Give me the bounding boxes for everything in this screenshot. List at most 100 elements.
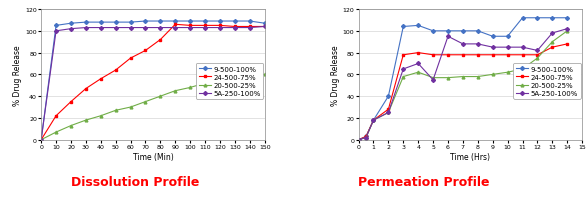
24-500-75% [519, 54, 526, 57]
20-500-25% [459, 76, 466, 78]
5A-250-100% [82, 27, 89, 30]
9-500-100% [445, 30, 452, 33]
9-500-100% [459, 30, 466, 33]
X-axis label: Time (Hrs): Time (Hrs) [450, 152, 490, 161]
20-500-25% [445, 77, 452, 79]
24-500-75% [52, 115, 59, 117]
24-500-75% [82, 88, 89, 90]
20-500-25% [246, 75, 253, 77]
24-500-75% [157, 39, 164, 42]
5A-250-100% [430, 79, 437, 82]
9-500-100% [261, 23, 268, 25]
9-500-100% [363, 136, 370, 138]
24-500-75% [97, 78, 104, 81]
20-500-25% [430, 77, 437, 79]
Legend: 9-500-100%, 24-500-75%, 20-500-25%, 5A-250-100%: 9-500-100%, 24-500-75%, 20-500-25%, 5A-2… [196, 64, 263, 99]
20-500-25% [504, 72, 511, 74]
Line: 5A-250-100%: 5A-250-100% [40, 26, 266, 141]
5A-250-100% [172, 27, 179, 30]
5A-250-100% [459, 43, 466, 46]
24-500-75% [142, 50, 149, 52]
Text: Permeation Profile: Permeation Profile [358, 175, 489, 188]
20-500-25% [38, 139, 45, 141]
5A-250-100% [52, 30, 59, 33]
Line: 24-500-75%: 24-500-75% [40, 24, 266, 141]
24-500-75% [415, 52, 422, 55]
5A-250-100% [246, 27, 253, 30]
5A-250-100% [363, 137, 370, 139]
9-500-100% [549, 17, 556, 20]
24-500-75% [186, 25, 193, 27]
9-500-100% [246, 21, 253, 23]
20-500-25% [97, 115, 104, 117]
9-500-100% [186, 21, 193, 23]
24-500-75% [534, 54, 541, 57]
9-500-100% [534, 17, 541, 20]
9-500-100% [355, 139, 362, 141]
20-500-25% [112, 110, 119, 112]
9-500-100% [475, 30, 482, 33]
5A-250-100% [142, 27, 149, 30]
Line: 9-500-100%: 9-500-100% [40, 21, 266, 141]
9-500-100% [370, 119, 377, 122]
24-500-75% [216, 25, 223, 27]
5A-250-100% [534, 50, 541, 52]
24-500-75% [385, 108, 392, 111]
5A-250-100% [415, 63, 422, 65]
20-500-25% [370, 119, 377, 122]
20-500-25% [68, 125, 75, 127]
20-500-25% [400, 76, 407, 78]
20-500-25% [82, 119, 89, 122]
5A-250-100% [504, 47, 511, 49]
24-500-75% [172, 24, 179, 26]
Y-axis label: % Drug Release: % Drug Release [331, 45, 340, 105]
9-500-100% [172, 21, 179, 23]
9-500-100% [127, 22, 134, 24]
20-500-25% [186, 87, 193, 89]
20-500-25% [202, 82, 209, 85]
9-500-100% [519, 17, 526, 20]
9-500-100% [38, 139, 45, 141]
5A-250-100% [385, 112, 392, 114]
24-500-75% [445, 54, 452, 57]
24-500-75% [370, 119, 377, 122]
9-500-100% [82, 22, 89, 24]
9-500-100% [157, 21, 164, 23]
Line: 24-500-75%: 24-500-75% [357, 43, 569, 141]
9-500-100% [68, 23, 75, 25]
24-500-75% [112, 69, 119, 72]
9-500-100% [489, 36, 496, 38]
5A-250-100% [38, 139, 45, 141]
9-500-100% [400, 26, 407, 29]
9-500-100% [385, 95, 392, 98]
24-500-75% [68, 101, 75, 103]
9-500-100% [112, 22, 119, 24]
20-500-25% [475, 76, 482, 78]
20-500-25% [355, 139, 362, 141]
5A-250-100% [519, 47, 526, 49]
X-axis label: Time (Min): Time (Min) [132, 152, 173, 161]
5A-250-100% [112, 27, 119, 30]
20-500-25% [231, 77, 238, 79]
24-500-75% [127, 58, 134, 60]
5A-250-100% [549, 33, 556, 35]
Line: 9-500-100%: 9-500-100% [357, 17, 569, 141]
20-500-25% [363, 137, 370, 139]
5A-250-100% [127, 27, 134, 30]
20-500-25% [415, 72, 422, 74]
20-500-25% [549, 41, 556, 44]
5A-250-100% [186, 27, 193, 30]
24-500-75% [489, 54, 496, 57]
24-500-75% [202, 25, 209, 27]
9-500-100% [231, 21, 238, 23]
9-500-100% [142, 21, 149, 23]
20-500-25% [216, 79, 223, 82]
9-500-100% [564, 17, 571, 20]
20-500-25% [519, 68, 526, 71]
20-500-25% [385, 112, 392, 114]
5A-250-100% [231, 27, 238, 30]
24-500-75% [459, 54, 466, 57]
24-500-75% [549, 47, 556, 49]
5A-250-100% [475, 43, 482, 46]
24-500-75% [38, 139, 45, 141]
